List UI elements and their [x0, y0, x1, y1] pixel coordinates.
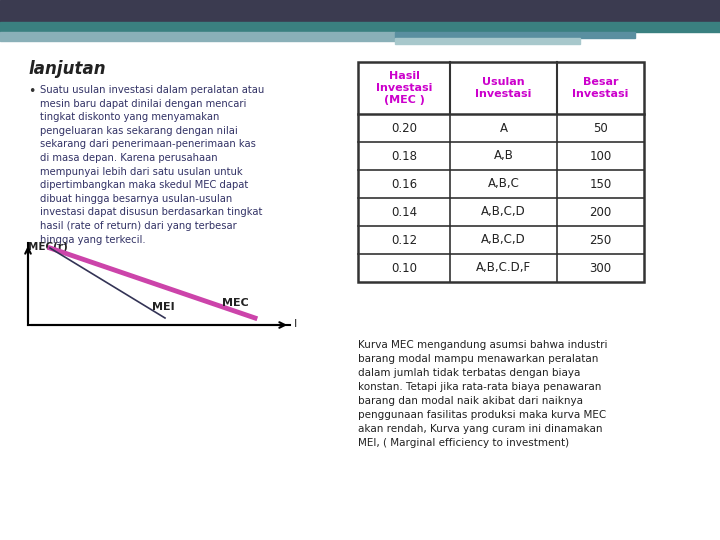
Text: 0.18: 0.18 [391, 150, 417, 163]
Text: 100: 100 [590, 150, 611, 163]
Bar [358, 62, 644, 282]
Text: 50: 50 [593, 122, 608, 134]
Text: Besar
Investasi: Besar Investasi [572, 77, 629, 99]
Text: 0.16: 0.16 [391, 178, 417, 191]
Text: Kurva MEC mengandung asumsi bahwa industri
barang modal mampu menawarkan peralat: Kurva MEC mengandung asumsi bahwa indust… [358, 340, 608, 448]
Text: A,B,C.D,F: A,B,C.D,F [476, 261, 531, 274]
Text: A,B: A,B [494, 150, 513, 163]
Text: Hasil
Investasi
(MEC ): Hasil Investasi (MEC ) [376, 71, 432, 105]
Text: A: A [500, 122, 508, 134]
Text: I: I [294, 319, 297, 329]
Text: MEC(r): MEC(r) [28, 242, 68, 252]
Text: MEC: MEC [222, 298, 248, 308]
Bar [0, 22, 720, 32]
Text: 0.14: 0.14 [391, 206, 417, 219]
Bar [395, 32, 635, 38]
Bar [0, 32, 395, 41]
Bar [0, 0, 720, 22]
Text: A,B,C: A,B,C [487, 178, 519, 191]
Text: 150: 150 [590, 178, 611, 191]
Bar [395, 38, 580, 44]
Text: 0.12: 0.12 [391, 233, 417, 246]
Text: 250: 250 [590, 233, 611, 246]
Text: A,B,C,D: A,B,C,D [481, 233, 526, 246]
Text: 200: 200 [590, 206, 611, 219]
Text: Usulan
Investasi: Usulan Investasi [475, 77, 531, 99]
Text: A,B,C,D: A,B,C,D [481, 206, 526, 219]
Text: 0.10: 0.10 [391, 261, 417, 274]
Text: MEI: MEI [152, 302, 175, 312]
Text: Suatu usulan investasi dalam peralatan atau
mesin baru dapat dinilai dengan menc: Suatu usulan investasi dalam peralatan a… [40, 85, 264, 245]
Text: 300: 300 [590, 261, 611, 274]
Text: 0.20: 0.20 [391, 122, 417, 134]
Text: •: • [28, 85, 35, 98]
Text: lanjutan: lanjutan [28, 60, 106, 78]
